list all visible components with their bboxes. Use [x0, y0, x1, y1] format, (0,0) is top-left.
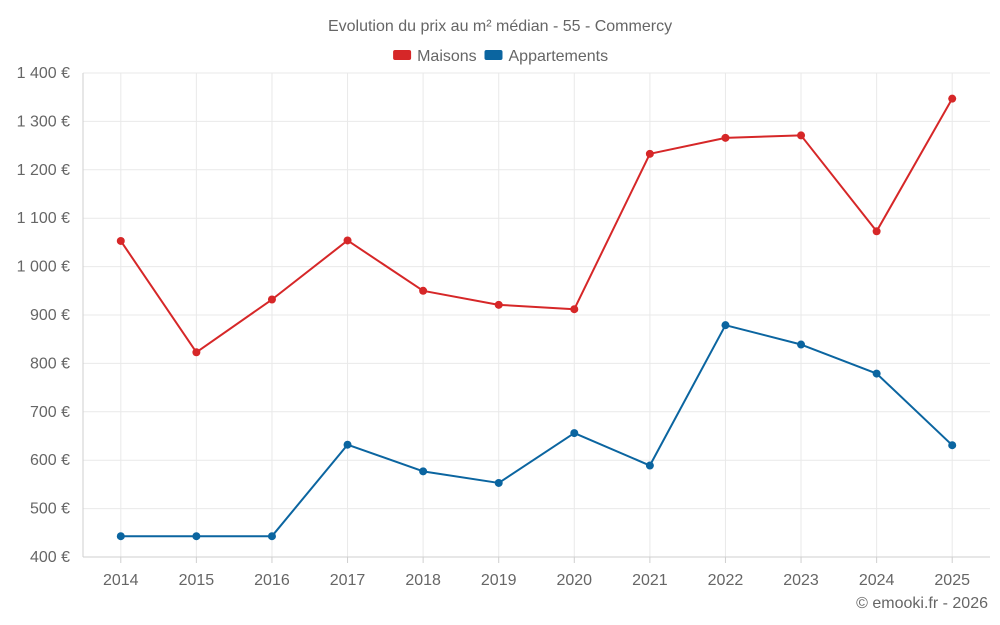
legend-item-appartements[interactable]: Appartements — [484, 48, 609, 65]
data-point-maisons[interactable] — [948, 94, 957, 103]
x-tick-label: 2022 — [708, 572, 744, 589]
data-point-maisons[interactable] — [419, 286, 428, 295]
x-tick-label: 2017 — [330, 572, 366, 589]
data-point-appartements[interactable] — [343, 440, 352, 449]
data-point-appartements[interactable] — [116, 532, 125, 541]
x-tick-label: 2014 — [103, 572, 139, 589]
y-tick-label: 1 000 € — [17, 259, 70, 276]
axes — [82, 73, 990, 558]
y-axis-ticks: 400 € 500 € 600 € 700 € 800 € 900 € 1 000 € 1 1… — [17, 65, 70, 566]
y-tick-label: 1 200 € — [17, 162, 70, 179]
legend-swatch — [484, 50, 503, 60]
data-point-appartements[interactable] — [267, 532, 276, 541]
y-tick-label: 1 400 € — [17, 65, 70, 82]
data-point-maisons[interactable] — [645, 149, 654, 158]
legend-swatch — [393, 50, 412, 60]
data-point-maisons[interactable] — [267, 295, 276, 304]
series-maisons — [116, 94, 957, 357]
y-tick-label: 1 300 € — [17, 113, 70, 130]
legend-label: Appartements — [509, 48, 609, 65]
legend-item-maisons[interactable]: Maisons — [393, 48, 477, 65]
chart-title: Evolution du prix au m² médian - 55 - Co… — [328, 18, 672, 35]
data-point-appartements[interactable] — [721, 321, 730, 330]
data-point-maisons[interactable] — [797, 131, 806, 140]
y-tick-label: 800 € — [30, 355, 70, 372]
credit-text: © emooki.fr - 2026 — [856, 595, 988, 612]
x-tick-label: 2019 — [481, 572, 517, 589]
x-tick-label: 2016 — [254, 572, 290, 589]
y-tick-label: 500 € — [30, 501, 70, 518]
series-line-maisons — [119, 98, 954, 354]
data-point-maisons[interactable] — [721, 133, 730, 142]
x-tick-label: 2025 — [934, 572, 970, 589]
y-tick-label: 600 € — [30, 452, 70, 469]
data-point-appartements[interactable] — [494, 478, 503, 487]
x-tick-label: 2021 — [632, 572, 668, 589]
data-point-appartements[interactable] — [872, 369, 881, 378]
x-axis-ticks: 2014 2015 2016 2017 2018 2019 2020 2021 2022 2023… — [103, 557, 970, 589]
data-point-appartements[interactable] — [570, 429, 579, 438]
legend: Maisons Appartements — [393, 48, 608, 65]
legend-label: Maisons — [417, 48, 477, 65]
data-point-appartements[interactable] — [192, 532, 201, 541]
data-point-maisons[interactable] — [872, 227, 881, 236]
data-point-appartements[interactable] — [419, 467, 428, 476]
data-point-maisons[interactable] — [494, 300, 503, 309]
series-group — [116, 94, 957, 541]
y-tick-label: 1 100 € — [17, 210, 70, 227]
data-point-appartements[interactable] — [797, 340, 806, 349]
y-tick-label: 400 € — [30, 549, 70, 566]
data-point-appartements[interactable] — [645, 461, 654, 470]
grid-lines — [83, 72, 990, 557]
y-tick-label: 700 € — [30, 404, 70, 421]
x-tick-label: 2024 — [859, 572, 895, 589]
data-point-maisons[interactable] — [116, 236, 125, 245]
series-line-appartements — [120, 324, 953, 538]
data-point-appartements[interactable] — [948, 441, 957, 450]
x-tick-label: 2020 — [556, 572, 592, 589]
x-tick-label: 2023 — [783, 572, 819, 589]
series-appartements — [116, 321, 957, 541]
data-point-maisons[interactable] — [192, 348, 201, 357]
y-tick-label: 900 € — [30, 307, 70, 324]
data-point-maisons[interactable] — [570, 305, 579, 314]
x-tick-label: 2018 — [405, 572, 441, 589]
data-point-maisons[interactable] — [343, 236, 352, 245]
x-tick-label: 2015 — [179, 572, 215, 589]
